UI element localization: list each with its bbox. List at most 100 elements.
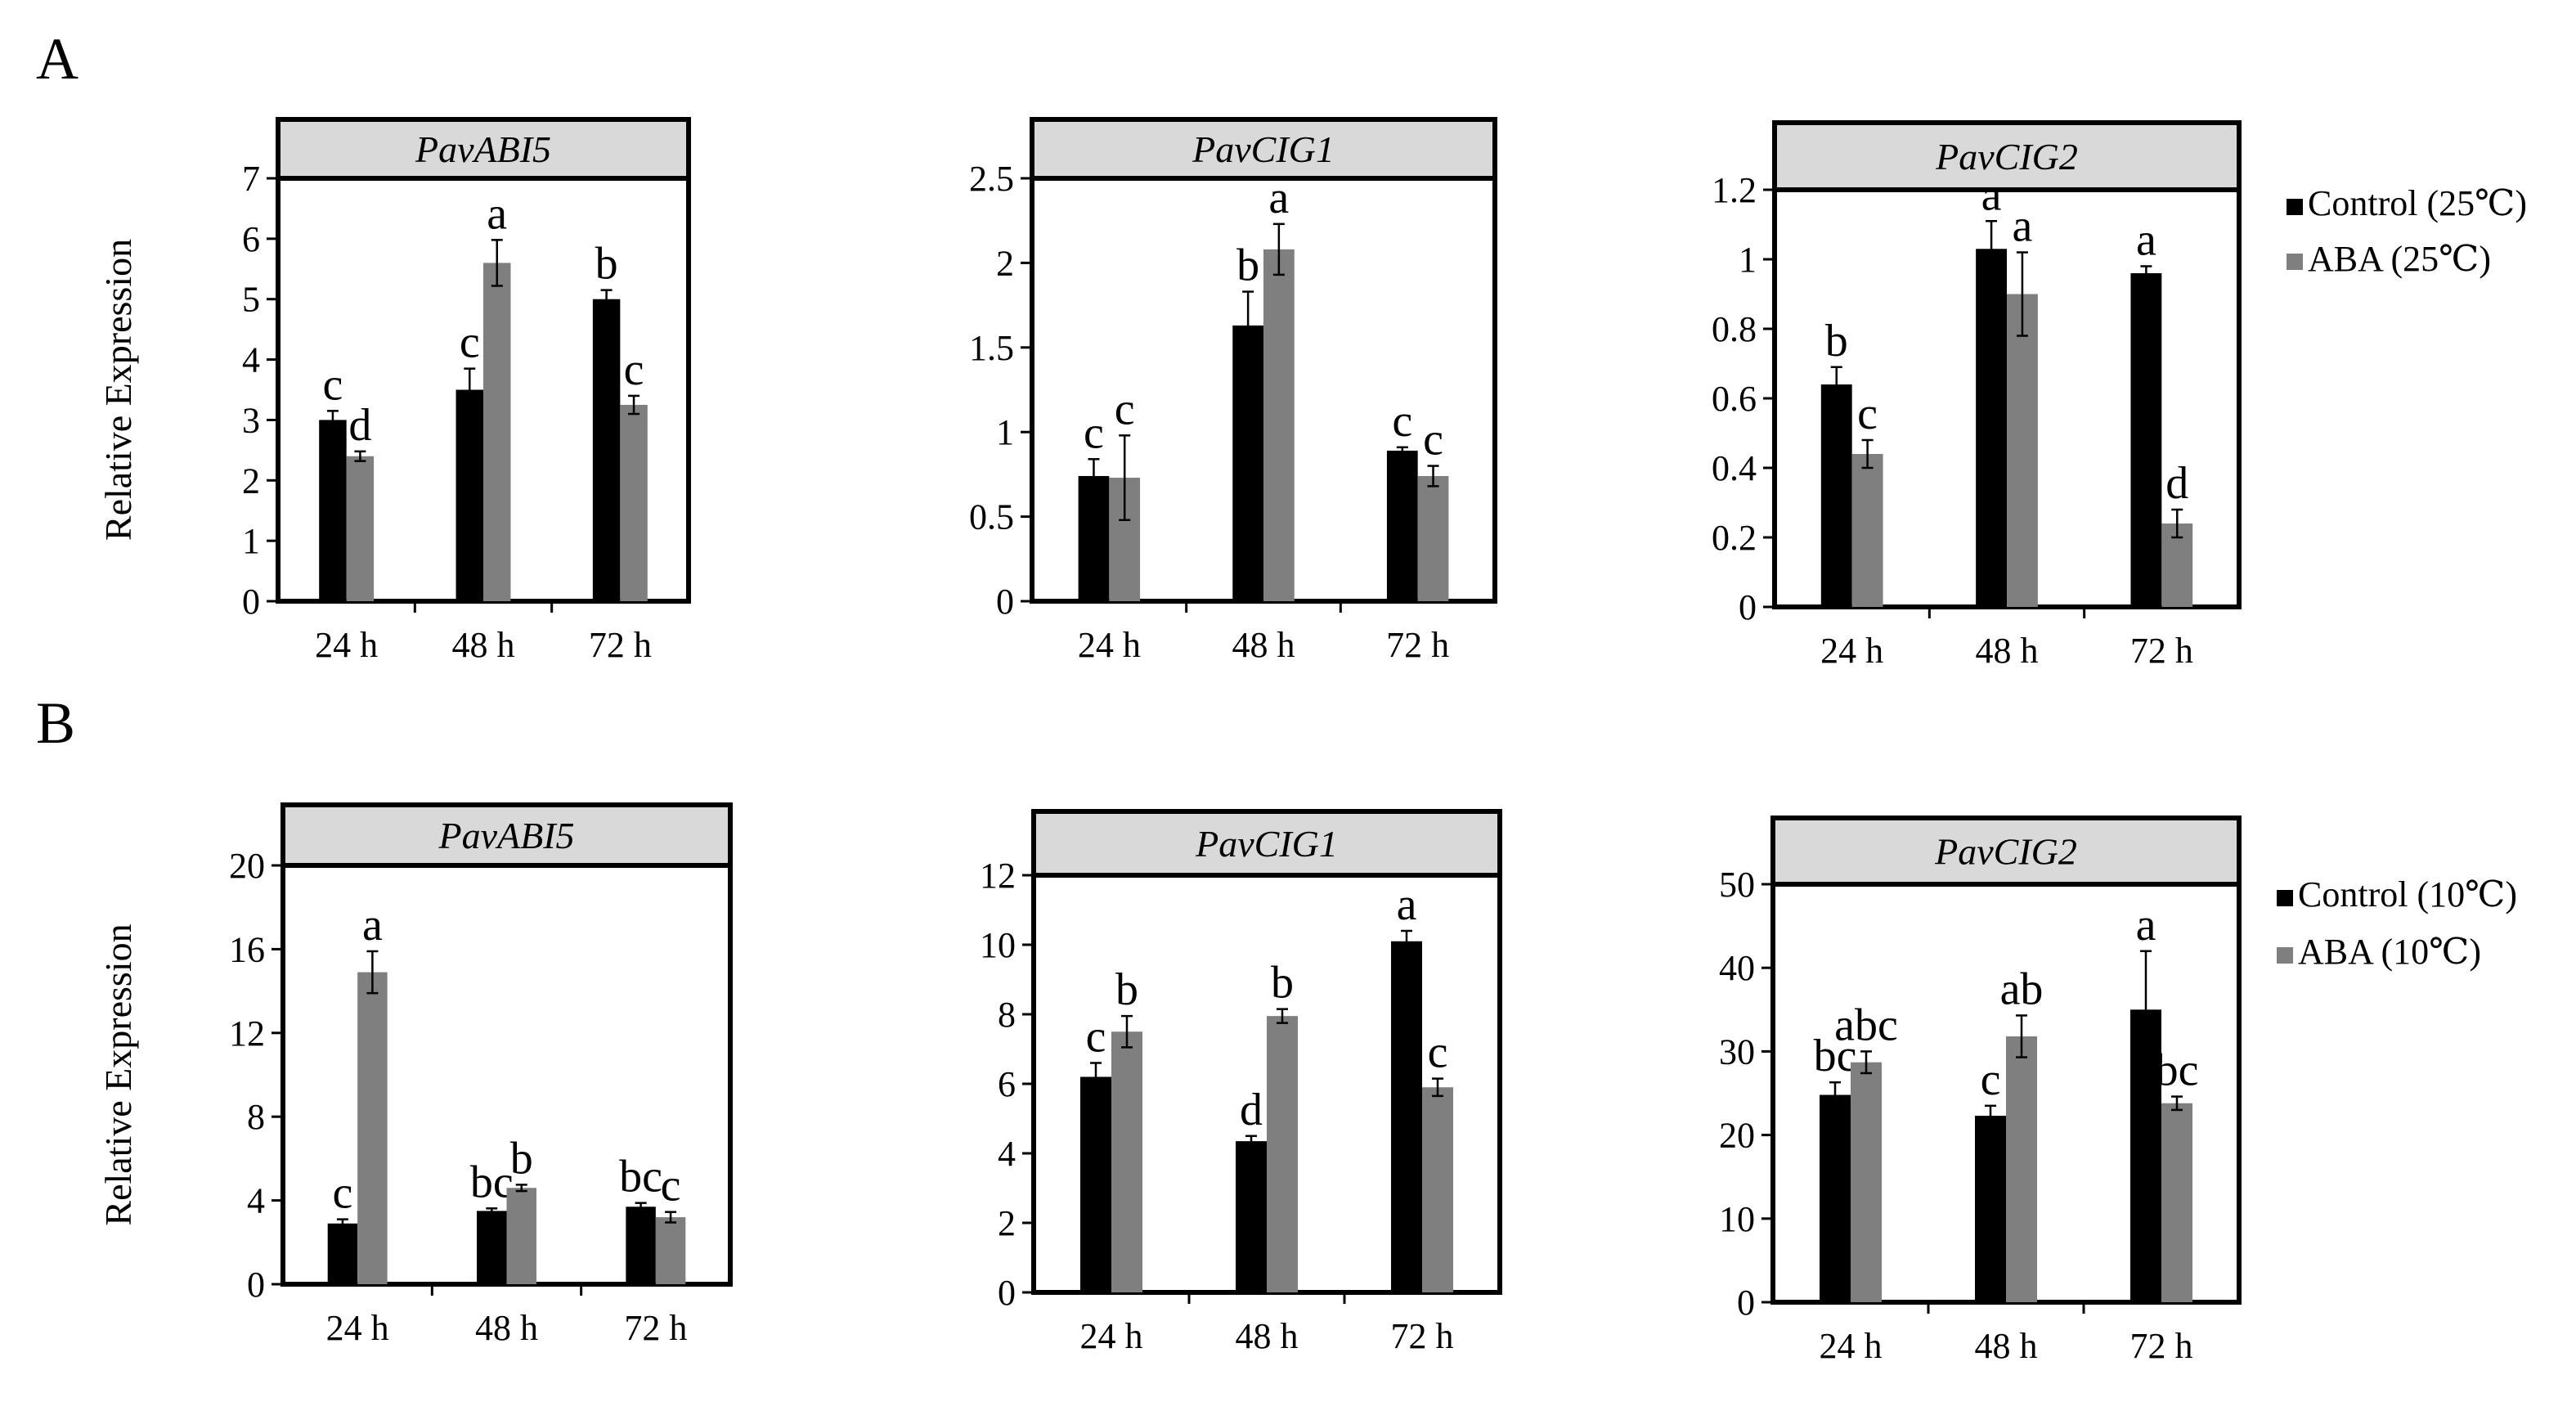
bar-aba	[620, 404, 648, 601]
bar-aba	[1851, 454, 1883, 607]
bar-aba	[1267, 1016, 1298, 1292]
bar-control	[2130, 273, 2162, 607]
y-tick-label: 1	[996, 412, 1014, 452]
significance-label: bc	[2156, 1045, 2199, 1096]
legend-b-control-swatch	[2277, 890, 2293, 906]
y-tick-label: 2	[998, 1203, 1016, 1243]
legend-b-control-label: Control (10℃)	[2298, 874, 2517, 914]
chart-title: PavCIG1	[1192, 128, 1335, 170]
bar-control	[319, 420, 347, 601]
y-tick-label: 7	[242, 159, 260, 199]
bar-aba	[357, 972, 388, 1284]
legend-a-aba-label: ABA (25℃)	[2308, 239, 2491, 279]
significance-label: a	[362, 900, 383, 950]
y-tick-label: 3	[242, 400, 260, 440]
chart-title: PavCIG2	[1934, 831, 2077, 873]
x-tick-label: 72 h	[2130, 631, 2193, 671]
bar-control	[592, 299, 621, 601]
significance-label: c	[1115, 384, 1135, 434]
bar-aba	[483, 263, 511, 601]
significance-label: c	[1084, 407, 1104, 458]
y-tick-label: 0.8	[1712, 309, 1757, 349]
significance-label: c	[1981, 1054, 2001, 1105]
panel-letter-a: A	[36, 26, 79, 92]
significance-label: a	[487, 188, 507, 239]
legend-a-aba-swatch	[2287, 254, 2303, 270]
y-tick-label: 0.2	[1712, 518, 1757, 558]
significance-label: c	[333, 1168, 353, 1219]
significance-label: abc	[1834, 1000, 1898, 1050]
chart-title: PavCIG1	[1195, 823, 1338, 865]
significance-label: a	[1397, 879, 1417, 930]
bar-control	[1976, 249, 2007, 607]
y-tick-label: 30	[1719, 1031, 1755, 1072]
x-tick-label: 72 h	[1386, 625, 1449, 665]
significance-label: bc	[619, 1152, 662, 1202]
significance-label: d	[2165, 458, 2188, 509]
legend-b-aba-label: ABA (10℃)	[2298, 932, 2481, 972]
significance-label: a	[2013, 201, 2033, 252]
bar-aba	[1422, 1087, 1453, 1292]
y-tick-label: 8	[247, 1097, 265, 1137]
bar-control	[1232, 325, 1263, 601]
significance-label: d	[1240, 1085, 1263, 1135]
significance-label: c	[661, 1161, 681, 1211]
significance-label: bc	[1814, 1031, 1857, 1081]
x-tick-label: 48 h	[1975, 1326, 2038, 1366]
y-axis-label: Relative Expression	[97, 923, 139, 1225]
y-tick-label: 1	[242, 521, 260, 561]
chart-b-pavabi5: PavABI5 0 4 8 12 16 20 Relative Expression 24 h c…	[97, 802, 733, 1348]
significance-label: c	[1857, 389, 1878, 439]
y-tick-label: 0	[998, 1273, 1016, 1313]
x-tick-label: 48 h	[475, 1308, 538, 1348]
bar-aba	[1417, 475, 1449, 601]
y-tick-label: 6	[998, 1064, 1016, 1104]
y-tick-label: 20	[229, 846, 265, 886]
significance-label: b	[1236, 240, 1259, 291]
x-tick-label: 48 h	[452, 625, 515, 665]
y-tick-label: 10	[1719, 1199, 1755, 1239]
x-tick-label: 72 h	[589, 625, 652, 665]
y-tick-label: 10	[980, 925, 1016, 965]
significance-label: c	[1428, 1027, 1448, 1078]
significance-label: c	[1392, 396, 1412, 447]
x-tick-label: 72 h	[1391, 1316, 1454, 1356]
y-tick-label: 8	[998, 995, 1016, 1035]
panel-letter-b: B	[36, 690, 75, 756]
chart-title: PavABI5	[415, 128, 551, 170]
y-tick-label: 20	[1719, 1116, 1755, 1156]
bar-aba	[1851, 1062, 1882, 1302]
y-tick-label: 16	[229, 929, 265, 969]
bar-aba	[2006, 1036, 2037, 1302]
bar-aba	[2161, 1103, 2192, 1302]
bar-aba	[506, 1188, 536, 1284]
significance-label: b	[510, 1133, 533, 1184]
bar-control	[477, 1211, 507, 1284]
bar-aba	[2007, 294, 2038, 607]
x-tick-label: 24 h	[315, 625, 378, 665]
legend-b-aba-swatch	[2277, 947, 2293, 964]
y-axis-label: Relative Expression	[97, 239, 139, 541]
significance-label: a	[1981, 169, 2002, 220]
bar-control	[1391, 941, 1422, 1292]
x-tick-label: 24 h	[1078, 625, 1141, 665]
x-tick-label: 72 h	[624, 1308, 687, 1348]
y-tick-label: 4	[998, 1134, 1016, 1174]
y-tick-label: 12	[980, 856, 1016, 896]
y-tick-label: 5	[242, 280, 260, 320]
significance-label: b	[1271, 958, 1294, 1009]
significance-label: c	[460, 317, 480, 368]
y-tick-label: 0.4	[1712, 448, 1757, 488]
bar-control	[626, 1207, 656, 1284]
y-tick-label: 0.6	[1712, 379, 1757, 419]
chart-title-box	[1031, 809, 1502, 878]
significance-label: a	[2136, 900, 2156, 950]
y-tick-label: 4	[242, 340, 260, 380]
